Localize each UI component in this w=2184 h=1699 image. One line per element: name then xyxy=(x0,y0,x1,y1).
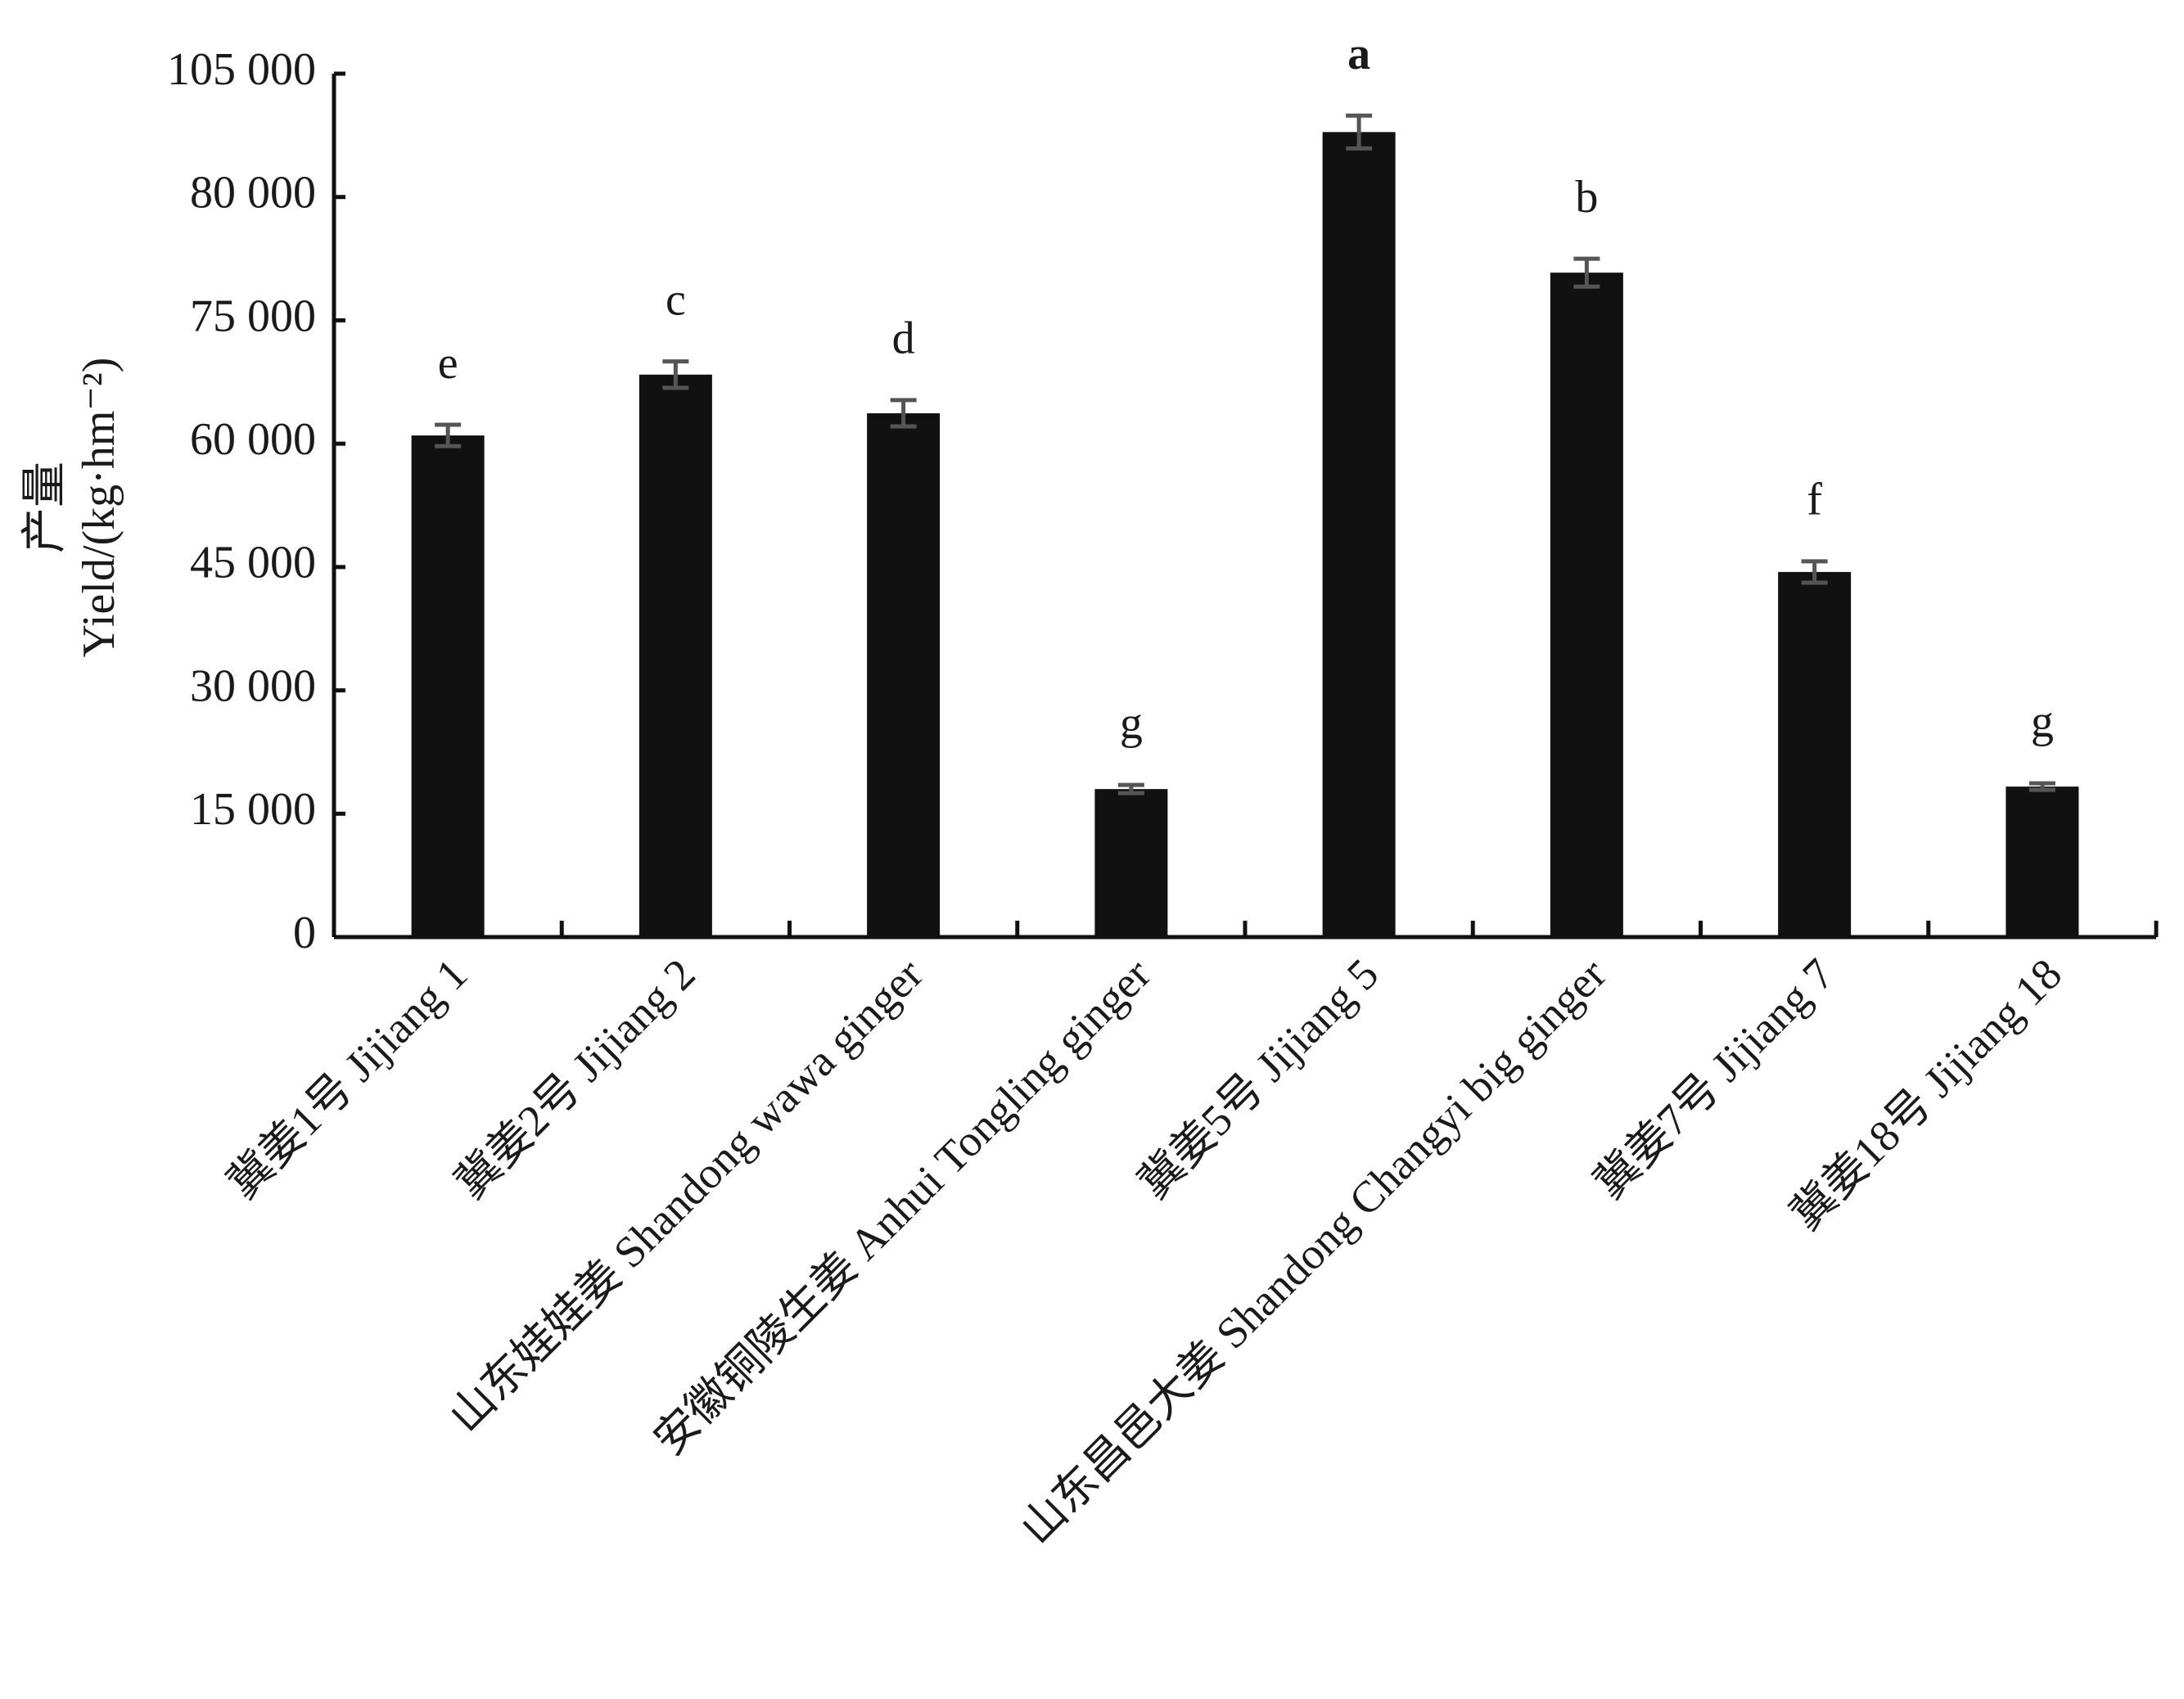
y-tick-label: 45 000 xyxy=(190,538,316,588)
x-tick-label: 冀姜2号 Jijiang 2 xyxy=(446,949,705,1208)
y-tick-label: 30 000 xyxy=(190,660,316,711)
significance-letter: e xyxy=(438,338,458,389)
error-bar xyxy=(435,422,462,448)
x-tick-label: 安徽铜陵生姜 Anhui Tongling ginger xyxy=(644,949,1160,1465)
x-tick-label: 冀姜5号 Jijiang 5 xyxy=(1129,949,1388,1208)
bar xyxy=(2006,786,2079,937)
x-tick-label-group: 冀姜7号 Jijiang 7 xyxy=(1585,949,1843,1208)
x-tick-label-group: 冀姜5号 Jijiang 5 xyxy=(1129,949,1388,1208)
significance-letter: a xyxy=(1347,29,1370,79)
y-tick-label: 75 000 xyxy=(190,291,316,341)
significance-letter: d xyxy=(892,313,915,364)
significance-letter: b xyxy=(1575,172,1598,223)
significance-letter: g xyxy=(1120,698,1143,749)
error-bar xyxy=(2028,781,2055,792)
y-tick-label: 60 000 xyxy=(190,414,316,465)
bar xyxy=(1778,571,1852,937)
significance-letter: f xyxy=(1807,475,1822,525)
bar xyxy=(639,374,712,937)
bar xyxy=(1322,132,1396,938)
error-bar xyxy=(1117,782,1144,795)
x-tick-label-group: 冀姜2号 Jijiang 2 xyxy=(446,949,705,1208)
error-bar xyxy=(890,398,917,429)
y-tick-label: 15 000 xyxy=(190,784,316,835)
x-tick-label-group: 冀姜1号 Jijiang 1 xyxy=(218,949,476,1208)
error-bar xyxy=(1573,256,1600,289)
y-tick-label: 80 000 xyxy=(190,168,316,219)
significance-letter: g xyxy=(2031,696,2054,747)
y-axis-label-line: Yield/(kg·hm⁻²) xyxy=(74,358,124,658)
y-axis-label: 产量 Yield/(kg·hm⁻²) xyxy=(20,358,124,658)
bar xyxy=(1094,789,1168,937)
y-tick-label: 0 xyxy=(293,908,316,958)
significance-letter: c xyxy=(666,275,686,326)
x-tick-label-group: 山东娃娃姜 Shandong wawa ginger xyxy=(440,949,932,1441)
y-axis-label-line: 产量 xyxy=(20,462,70,553)
x-tick-label: 山东娃娃姜 Shandong wawa ginger xyxy=(440,949,932,1441)
y-tick-label: 105 000 xyxy=(167,44,316,95)
error-bar xyxy=(662,359,689,390)
bar xyxy=(411,435,485,937)
bar xyxy=(867,412,941,937)
error-bar xyxy=(1801,559,1828,585)
x-tick-label: 冀姜7号 Jijiang 7 xyxy=(1585,949,1843,1208)
error-bar xyxy=(1346,113,1373,151)
x-tick-label-group: 安徽铜陵生姜 Anhui Tongling ginger xyxy=(644,949,1160,1465)
bar xyxy=(1550,273,1623,938)
x-tick-label: 冀姜1号 Jijiang 1 xyxy=(218,949,476,1208)
